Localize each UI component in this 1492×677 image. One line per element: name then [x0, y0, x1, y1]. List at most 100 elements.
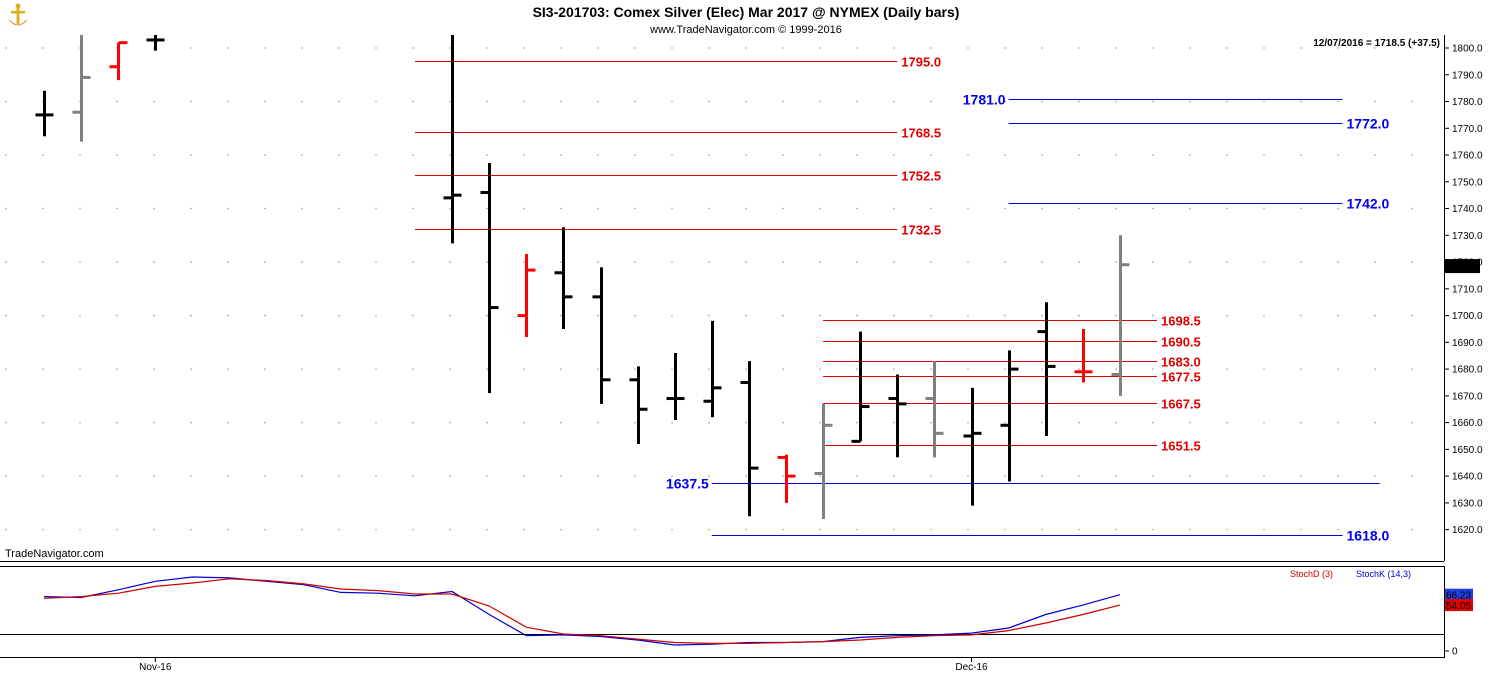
ohlc-bar	[554, 227, 573, 329]
grid-dot	[819, 368, 821, 370]
grid-dot	[967, 207, 969, 210]
grid-dot	[5, 47, 7, 49]
grid-dot	[1374, 368, 1376, 370]
grid-dot	[227, 475, 229, 478]
grid-dot	[486, 421, 488, 424]
level-label: 1683.0	[1161, 355, 1201, 370]
grid-dot	[486, 100, 488, 103]
grid-dot	[190, 207, 192, 210]
grid-dot	[79, 421, 81, 424]
grid-dot	[893, 261, 895, 263]
grid-dot	[634, 475, 636, 478]
grid-dot	[634, 528, 636, 531]
level-label: 1667.5	[1161, 397, 1201, 412]
grid-dot	[597, 261, 599, 263]
ohlc-bar	[777, 454, 796, 503]
grid-dot	[301, 154, 303, 156]
grid-dot	[745, 154, 747, 156]
grid-dot	[1263, 261, 1265, 263]
grid-dot	[1226, 528, 1228, 531]
grid-dot	[1337, 261, 1339, 263]
grid-dot	[782, 314, 784, 317]
grid-dot	[893, 154, 895, 156]
grid-dot	[227, 314, 229, 317]
grid-dot	[412, 47, 414, 49]
grid-dot	[819, 261, 821, 263]
grid-dot	[1152, 421, 1154, 424]
grid-dot	[301, 314, 303, 317]
ohlc-bar	[703, 320, 722, 418]
grid-dot	[671, 207, 673, 210]
price-levels: 1795.0 1781.0 1772.0 1768.5 1752.5 1742.0 1732…	[415, 55, 1390, 544]
grid-dot	[338, 261, 340, 263]
grid-dot	[1189, 154, 1191, 156]
grid-dot	[412, 261, 414, 263]
grid-dot	[79, 261, 81, 263]
grid-dot	[1004, 314, 1006, 317]
grid-dot	[486, 261, 488, 263]
grid-dot	[1078, 47, 1080, 49]
grid-dot	[671, 100, 673, 103]
grid-dot	[449, 207, 451, 210]
grid-dot	[1189, 261, 1191, 263]
grid-dot	[819, 47, 821, 49]
grid-dot	[412, 207, 414, 210]
grid-dot	[560, 261, 562, 263]
grid-dot	[227, 421, 229, 424]
level-label: 1732.5	[901, 223, 941, 238]
grid-dot	[634, 421, 636, 424]
grid-dot	[79, 207, 81, 210]
grid-dot	[79, 154, 81, 156]
grid-dot	[745, 528, 747, 531]
grid-dot	[1411, 368, 1413, 370]
grid-dot	[708, 261, 710, 263]
grid-dot	[190, 314, 192, 317]
grid-dot	[1078, 368, 1080, 370]
price-grid	[5, 47, 1413, 531]
grid-dot	[1374, 47, 1376, 49]
ohlc-bars	[35, 35, 1130, 519]
grid-dot	[1152, 261, 1154, 263]
level-label: 1781.0	[963, 92, 1006, 108]
grid-dot	[153, 100, 155, 103]
grid-dot	[412, 421, 414, 424]
grid-dot	[227, 207, 229, 210]
grid-dot	[190, 154, 192, 156]
grid-dot	[1300, 154, 1302, 156]
grid-dot	[412, 368, 414, 370]
grid-dot	[486, 154, 488, 156]
grid-dot	[412, 314, 414, 317]
grid-dot	[5, 528, 7, 531]
grid-dot	[449, 100, 451, 103]
grid-dot	[671, 47, 673, 49]
grid-dot	[523, 100, 525, 103]
grid-dot	[190, 100, 192, 103]
grid-dot	[79, 475, 81, 478]
grid-dot	[375, 261, 377, 263]
grid-dot	[1300, 421, 1302, 424]
grid-dot	[1226, 47, 1228, 49]
grid-dot	[42, 261, 44, 263]
grid-dot	[153, 368, 155, 370]
grid-dot	[819, 207, 821, 210]
grid-dot	[560, 100, 562, 103]
grid-dot	[1337, 207, 1339, 210]
grid-dot	[708, 100, 710, 103]
series-line	[43, 578, 1121, 645]
grid-dot	[5, 261, 7, 263]
grid-dot	[745, 207, 747, 210]
grid-dot	[190, 47, 192, 49]
grid-dot	[1041, 368, 1043, 370]
grid-dot	[42, 314, 44, 317]
grid-dot	[745, 421, 747, 424]
grid-dot	[1189, 47, 1191, 49]
grid-dot	[116, 528, 118, 531]
indicator-y-axis: 0	[1444, 647, 1458, 658]
grid-dot	[375, 368, 377, 370]
grid-dot	[708, 314, 710, 317]
grid-dot	[42, 207, 44, 210]
grid-dot	[967, 421, 969, 424]
grid-dot	[819, 421, 821, 424]
grid-dot	[5, 368, 7, 370]
y-tick-label: 1780.0	[1452, 97, 1483, 108]
